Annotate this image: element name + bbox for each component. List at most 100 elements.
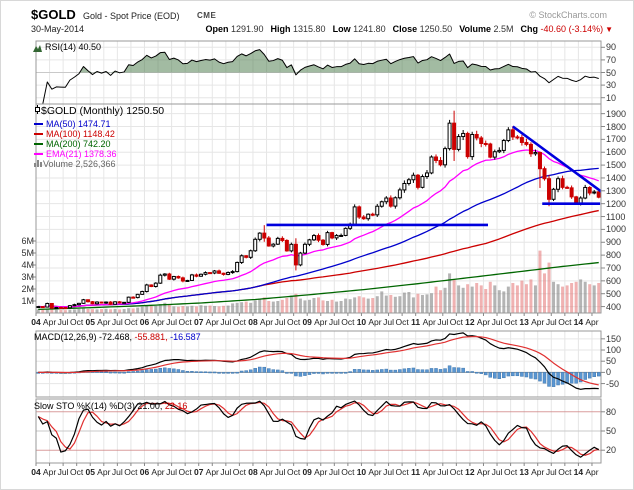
- macd-tick-label: 50: [606, 356, 617, 367]
- x-tick-label: Jul: [328, 467, 340, 477]
- ma50-legend-label: MA(50) 1474.71: [46, 119, 111, 129]
- quote-close-label: Close: [392, 24, 418, 34]
- x-tick-label: 13: [519, 467, 529, 477]
- price-tick-label: 600: [606, 275, 622, 286]
- sto-tick-label: 20: [606, 445, 617, 456]
- x-tick-label: Jul: [383, 467, 394, 477]
- x-tick-label: Oct: [341, 467, 355, 477]
- x-tick-label: 11: [411, 317, 421, 327]
- x-tick-label: 14: [573, 317, 584, 327]
- symbol-description: Gold - Spot Price (EOD): [83, 11, 180, 21]
- rsi-legend: RSI(14) 40.50: [33, 42, 101, 52]
- x-tick-label: Jul: [491, 317, 503, 327]
- macd-legend: MACD(12,26,9) -72.468, -55.881, -16.587: [34, 332, 201, 342]
- exchange-label: CME: [197, 11, 217, 20]
- x-tick-label: Jul: [437, 317, 449, 327]
- x-tick-label: Apr: [422, 317, 436, 327]
- x-tick-label: Jul: [328, 317, 340, 327]
- x-tick-label: Jul: [220, 467, 232, 477]
- x-tick-label: Oct: [232, 467, 247, 477]
- x-tick-label: Jul: [166, 467, 178, 477]
- rsi-area-icon: [33, 44, 42, 52]
- x-tick-label: Oct: [124, 317, 138, 327]
- x-tick-label: Apr: [314, 317, 328, 327]
- x-tick-label: Oct: [503, 467, 518, 477]
- x-tick-label: Apr: [42, 317, 57, 327]
- price-tick-label: 900: [606, 237, 622, 248]
- x-tick-label: Oct: [124, 467, 138, 477]
- x-tick-label: Apr: [151, 467, 165, 477]
- rsi-tick-label: 90: [606, 42, 617, 53]
- price-tick-label: 1200: [606, 198, 627, 209]
- copyright-label: © StockCharts.com: [529, 10, 607, 20]
- volume-tick-label: 6M: [21, 236, 34, 246]
- volume-bars-icon: [34, 160, 42, 167]
- price-tick-label: 1900: [606, 108, 627, 119]
- change-down-icon: ▼: [605, 25, 613, 34]
- stochastic-legend: Slow STO %K(14) %D(3) 21.00, 22.16: [34, 401, 187, 411]
- x-tick-label: 06: [139, 317, 150, 327]
- x-tick-label: 08: [248, 467, 258, 477]
- x-tick-label: Oct: [503, 317, 518, 327]
- quote-high-value: 1315.80: [290, 24, 326, 34]
- price-tick-label: 800: [606, 250, 622, 261]
- price-tick-label: 1300: [606, 185, 627, 196]
- price-tick-label: 1700: [606, 134, 627, 145]
- ma100-legend-row: MA(100) 1148.42: [34, 129, 115, 139]
- ma100-line-icon: [34, 132, 43, 135]
- x-tick-label: 09: [302, 467, 312, 477]
- x-tick-label: 10: [356, 317, 367, 327]
- ma200-legend-label: MA(200) 742.20: [46, 139, 111, 149]
- quote-high-label: High: [270, 24, 291, 34]
- price-tick-label: 1800: [606, 121, 627, 132]
- symbol-title: $GOLD: [31, 7, 76, 22]
- macd-legend-part-2: -16.587: [167, 332, 201, 342]
- ema21-legend-label: EMA(21) 1378.36: [46, 149, 117, 159]
- x-tick-label: Apr: [97, 467, 111, 477]
- price-tick-label: 700: [606, 262, 622, 273]
- price-tick-label: 1500: [606, 160, 627, 171]
- ma100-legend-label: MA(100) 1148.42: [46, 129, 115, 139]
- x-tick-label: 07: [193, 467, 204, 477]
- sto-legend-part-1: 22.16: [162, 401, 188, 411]
- x-tick-label: Jul: [545, 467, 557, 477]
- x-tick-label: Jul: [111, 317, 123, 327]
- x-tick-label: Jul: [111, 467, 123, 477]
- x-tick-label: Oct: [70, 317, 84, 327]
- x-tick-label: Jul: [545, 317, 557, 327]
- x-tick-label: Jul: [220, 317, 232, 327]
- quote-open-value: 1291.90: [228, 24, 264, 34]
- x-tick-label: Oct: [178, 317, 192, 327]
- x-tick-label: Apr: [531, 317, 545, 327]
- macd-tick-label: -50: [606, 378, 620, 389]
- x-tick-label: Apr: [42, 467, 57, 477]
- volume-tick-label: 4M: [21, 260, 34, 270]
- x-tick-label: Oct: [449, 467, 463, 477]
- macd-tick-label: 100: [606, 345, 622, 356]
- sto-tick-label: 50: [606, 426, 617, 436]
- x-tick-label: Oct: [558, 467, 572, 477]
- x-tick-label: 04: [31, 467, 41, 477]
- x-tick-label: Apr: [368, 317, 382, 327]
- x-tick-label: 06: [139, 467, 150, 477]
- quote-close-value: 1250.50: [417, 24, 453, 34]
- x-tick-label: Oct: [70, 467, 84, 477]
- x-tick-label: Oct: [341, 317, 355, 327]
- x-tick-label: Oct: [449, 317, 463, 327]
- x-tick-label: Apr: [205, 467, 219, 477]
- quote-open-label: Open: [205, 24, 229, 34]
- x-tick-label: Jul: [491, 467, 503, 477]
- x-tick-label: Jul: [274, 467, 286, 477]
- x-tick-label: Oct: [395, 317, 409, 327]
- price-tick-label: 400: [606, 301, 622, 312]
- x-tick-label: 12: [465, 317, 475, 327]
- macd-legend-part-0: MACD(12,26,9) -72.468,: [34, 332, 133, 342]
- x-tick-label: Jul: [383, 317, 394, 327]
- ma200-line-icon: [34, 142, 43, 145]
- rsi-tick-label: 50: [606, 67, 617, 78]
- x-tick-label: Apr: [531, 467, 545, 477]
- volume-legend-row: Volume 2,526,366: [34, 159, 116, 169]
- chart-date: 30-May-2014: [31, 24, 85, 34]
